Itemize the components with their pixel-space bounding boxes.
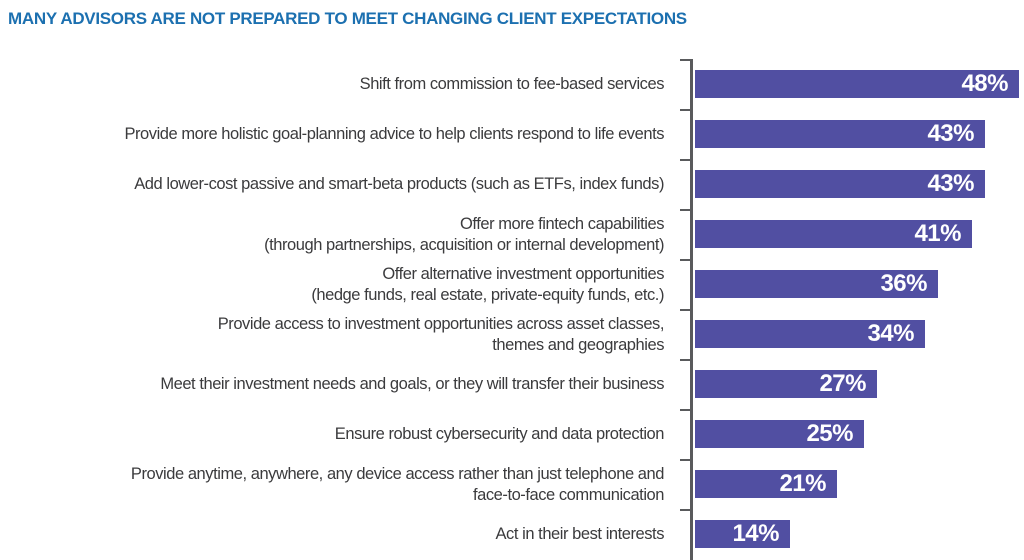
axis-tick <box>680 509 693 511</box>
value-label: 27% <box>819 370 866 397</box>
bar: 36% <box>695 270 938 298</box>
value-label: 25% <box>806 420 853 447</box>
chart-row: Provide anytime, anywhere, any device ac… <box>0 459 1024 510</box>
category-label: Ensure robust cybersecurity and data pro… <box>0 410 676 460</box>
value-label: 36% <box>880 270 927 297</box>
chart-row: Provide more holistic goal-planning advi… <box>0 109 1024 160</box>
y-axis-line <box>690 60 693 560</box>
bar: 43% <box>695 170 985 198</box>
chart-title: MANY ADVISORS ARE NOT PREPARED TO MEET C… <box>8 9 687 28</box>
value-label: 43% <box>927 120 974 147</box>
chart-row: Ensure robust cybersecurity and data pro… <box>0 409 1024 460</box>
chart-row: Provide access to investment opportuniti… <box>0 309 1024 360</box>
category-label: Provide access to investment opportuniti… <box>0 310 676 360</box>
bar: 41% <box>695 220 972 248</box>
category-label: Offer alternative investment opportuniti… <box>0 260 676 310</box>
chart-row: Offer alternative investment opportuniti… <box>0 259 1024 310</box>
category-label: Meet their investment needs and goals, o… <box>0 360 676 410</box>
category-label-text: Provide access to investment opportuniti… <box>217 314 665 354</box>
bar: 21% <box>695 470 837 498</box>
axis-tick <box>680 309 693 311</box>
value-label: 34% <box>867 320 914 347</box>
axis-tick <box>680 259 693 261</box>
category-label: Shift from commission to fee-based servi… <box>0 60 676 110</box>
category-label-text: Provide more holistic goal-planning advi… <box>124 125 664 144</box>
chart-row: Act in their best interests 14% <box>0 509 1024 560</box>
category-label-text: Shift from commission to fee-based servi… <box>359 75 665 94</box>
value-label: 21% <box>779 470 826 497</box>
axis-tick <box>680 209 693 211</box>
category-label-text: Provide anytime, anywhere, any device ac… <box>130 464 665 504</box>
value-label: 14% <box>732 520 779 547</box>
category-label-text: Act in their best interests <box>495 525 664 544</box>
axis-tick <box>680 59 693 61</box>
chart-row: Shift from commission to fee-based servi… <box>0 59 1024 110</box>
bar: 14% <box>695 520 790 548</box>
chart-row: Offer more fintech capabilities (through… <box>0 209 1024 260</box>
category-label-text: Offer alternative investment opportuniti… <box>311 264 664 304</box>
category-label: Add lower-cost passive and smart-beta pr… <box>0 160 676 210</box>
category-label: Provide more holistic goal-planning advi… <box>0 110 676 160</box>
bar: 43% <box>695 120 985 148</box>
axis-tick <box>680 109 693 111</box>
category-label-text: Ensure robust cybersecurity and data pro… <box>334 425 665 444</box>
bar: 27% <box>695 370 877 398</box>
category-label-text: Meet their investment needs and goals, o… <box>160 375 664 394</box>
bar-chart: Shift from commission to fee-based servi… <box>0 59 1024 560</box>
bar: 34% <box>695 320 925 348</box>
category-label-text: Offer more fintech capabilities (through… <box>264 214 664 254</box>
axis-tick <box>680 409 693 411</box>
category-label-text: Add lower-cost passive and smart-beta pr… <box>134 175 664 194</box>
value-label: 41% <box>914 220 961 247</box>
value-label: 43% <box>927 170 974 197</box>
category-label: Act in their best interests <box>0 510 676 560</box>
axis-tick <box>680 359 693 361</box>
category-label: Provide anytime, anywhere, any device ac… <box>0 460 676 510</box>
chart-row: Meet their investment needs and goals, o… <box>0 359 1024 410</box>
axis-tick <box>680 159 693 161</box>
bar: 25% <box>695 420 864 448</box>
chart-rows: Shift from commission to fee-based servi… <box>0 59 1024 560</box>
chart-row: Add lower-cost passive and smart-beta pr… <box>0 159 1024 210</box>
axis-tick <box>680 459 693 461</box>
bar: 48% <box>695 70 1019 98</box>
category-label: Offer more fintech capabilities (through… <box>0 210 676 260</box>
value-label: 48% <box>961 70 1008 97</box>
